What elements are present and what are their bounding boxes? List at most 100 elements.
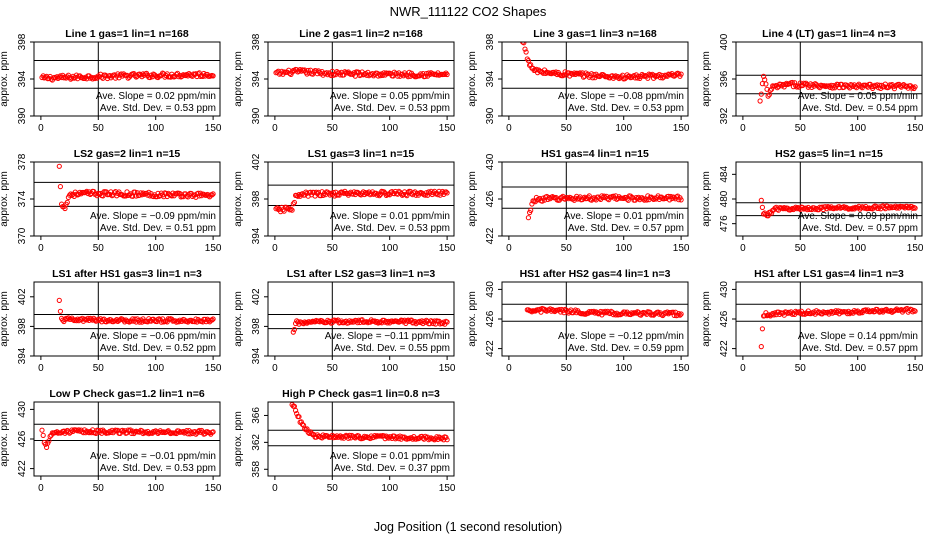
data-point xyxy=(418,71,424,77)
data-point xyxy=(330,72,336,78)
data-point xyxy=(439,188,446,195)
data-point xyxy=(613,73,619,79)
y-axis-label: approx. ppm xyxy=(701,291,712,347)
data-point xyxy=(553,69,559,75)
data-point xyxy=(283,204,289,210)
panel-title: Low P Check gas=1.2 lin=1 n=6 xyxy=(49,388,204,400)
data-point xyxy=(571,70,577,76)
data-point xyxy=(426,189,432,195)
data-point xyxy=(422,73,428,80)
data-point xyxy=(444,437,450,443)
slope-annotation: Ave. Slope = 0.01 ppm/min xyxy=(564,211,684,222)
stddev-annotation: Ave. Std. Dev. = 0.53 ppm xyxy=(568,103,684,114)
y-tick-label: 396 xyxy=(719,70,730,87)
x-tick-label: 50 xyxy=(561,243,573,254)
x-tick-label: 50 xyxy=(327,243,339,254)
slope-annotation: Ave. Slope = −0.09 ppm/min xyxy=(90,211,216,222)
data-point xyxy=(670,309,676,315)
data-point xyxy=(298,419,304,425)
data-point xyxy=(652,73,658,79)
data-point xyxy=(525,58,532,64)
y-tick-label: 394 xyxy=(251,227,262,244)
data-point xyxy=(195,190,201,196)
data-point xyxy=(111,428,118,434)
x-tick-label: 150 xyxy=(205,483,222,494)
data-point xyxy=(88,430,95,436)
x-tick-label: 100 xyxy=(381,483,398,494)
y-tick-label: 430 xyxy=(719,281,730,298)
data-point xyxy=(57,184,64,190)
panel-title: LS1 gas=3 lin=1 n=15 xyxy=(308,148,415,160)
x-tick-label: 50 xyxy=(561,123,573,134)
chart-panel-13: Low P Check gas=1.2 lin=1 n=6 approx. ppm… xyxy=(0,388,222,494)
x-tick-label: 150 xyxy=(673,363,690,374)
data-point xyxy=(351,189,357,195)
data-point xyxy=(541,197,548,203)
slope-annotation: Ave. Slope = 0.14 ppm/min xyxy=(798,331,918,342)
data-point xyxy=(759,204,766,210)
data-point xyxy=(891,86,898,92)
data-point xyxy=(508,25,512,29)
x-tick-label: 50 xyxy=(327,483,339,494)
data-point xyxy=(92,75,98,82)
x-tick-label: 0 xyxy=(740,123,746,134)
slope-annotation: Ave. Slope = −0.06 ppm/min xyxy=(90,331,216,342)
data-point xyxy=(528,207,534,213)
data-point xyxy=(305,429,311,435)
data-point xyxy=(763,81,769,87)
plot-frame xyxy=(33,281,221,357)
data-point xyxy=(193,71,199,77)
x-tick-label: 100 xyxy=(381,243,398,254)
y-tick-label: 390 xyxy=(17,107,28,124)
chart-panel-3: Line 3 gas=1 lin=3 n=168 approx. ppm Ave. … xyxy=(467,25,690,134)
data-point xyxy=(307,189,314,195)
x-tick-label: 150 xyxy=(907,123,924,134)
data-point xyxy=(88,316,95,322)
x-tick-label: 0 xyxy=(506,363,512,374)
data-points xyxy=(39,70,216,83)
data-point xyxy=(210,73,216,79)
data-points xyxy=(758,197,918,219)
data-point xyxy=(210,429,216,435)
data-point xyxy=(765,93,771,99)
data-point xyxy=(761,73,767,80)
x-tick-label: 50 xyxy=(93,123,105,134)
x-tick-label: 0 xyxy=(272,243,278,254)
data-point xyxy=(402,317,408,323)
data-point xyxy=(912,205,918,211)
y-tick-label: 422 xyxy=(719,340,730,357)
data-point xyxy=(443,189,449,195)
data-point xyxy=(410,436,416,442)
data-points xyxy=(757,73,918,104)
x-tick-label: 100 xyxy=(381,123,398,134)
data-point xyxy=(194,73,200,80)
data-point xyxy=(374,192,380,198)
x-tick-label: 100 xyxy=(615,243,632,254)
data-point xyxy=(781,205,787,211)
y-tick-label: 394 xyxy=(17,70,28,87)
panel-title: HS1 after HS2 gas=4 lin=1 n=3 xyxy=(520,268,671,280)
data-points xyxy=(289,402,450,443)
y-tick-label: 422 xyxy=(485,340,496,357)
chart-panel-1: Line 1 gas=1 lin=1 n=168 approx. ppm Ave. … xyxy=(0,28,222,134)
data-point xyxy=(758,197,764,203)
data-points xyxy=(758,305,918,350)
data-points xyxy=(508,25,684,82)
data-point xyxy=(380,72,386,79)
x-tick-label: 100 xyxy=(381,363,398,374)
x-tick-label: 0 xyxy=(506,243,512,254)
data-point xyxy=(759,326,766,332)
data-point xyxy=(209,192,215,198)
panel-title: LS2 gas=2 lin=1 n=15 xyxy=(74,148,181,160)
x-tick-label: 0 xyxy=(38,363,44,374)
data-point xyxy=(515,32,519,36)
x-tick-label: 150 xyxy=(907,363,924,374)
data-point xyxy=(67,192,73,198)
y-tick-label: 398 xyxy=(251,190,262,207)
chart-panel-14: High P Check gas=1 lin=0.8 n=3 approx. pp… xyxy=(233,388,456,494)
data-points xyxy=(56,297,216,325)
data-point xyxy=(313,189,319,195)
slope-annotation: Ave. Slope = 0.09 ppm/min xyxy=(798,211,918,222)
data-point xyxy=(358,72,364,78)
data-point xyxy=(517,30,521,34)
